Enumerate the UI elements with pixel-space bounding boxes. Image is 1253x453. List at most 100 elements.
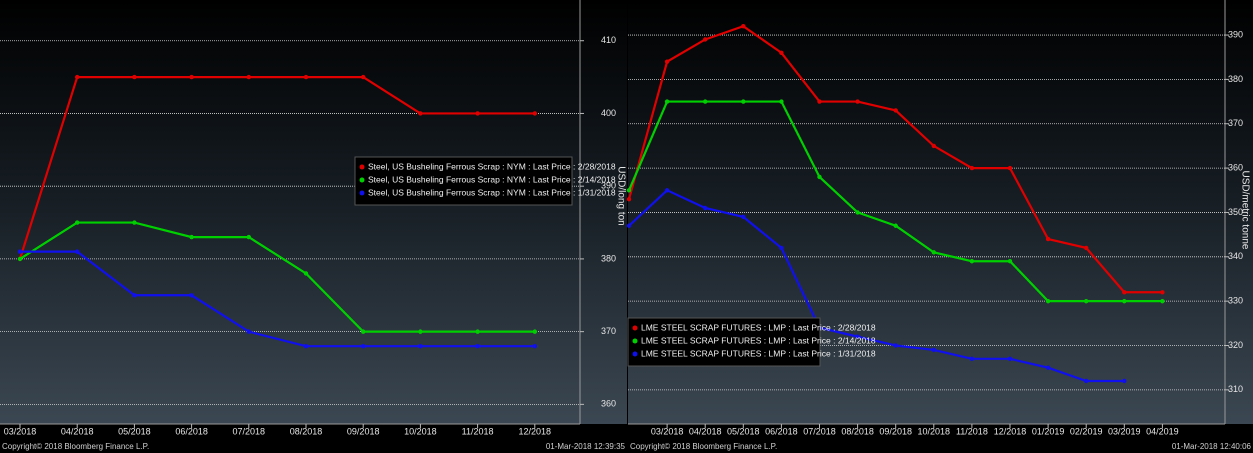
legend-swatch: [632, 325, 638, 331]
series-line: [20, 250, 535, 348]
x-tick-label: 06/2018: [765, 426, 798, 436]
data-point: [17, 249, 23, 254]
data-point: [189, 234, 194, 240]
data-point: [817, 174, 822, 180]
legend-label: Steel, US Busheling Ferrous Scrap : NYM …: [368, 174, 616, 184]
x-tick-label: 06/2018: [175, 426, 208, 436]
x-tick-label: 04/2018: [61, 426, 94, 436]
y-tick-label: 380: [601, 253, 616, 263]
data-point: [1084, 298, 1089, 304]
y-tick-label: 370: [1228, 118, 1243, 128]
x-tick-label: 03/2018: [651, 426, 684, 436]
data-point: [626, 188, 632, 193]
data-point: [893, 223, 898, 228]
legend-label: LME STEEL SCRAP FUTURES : LMP : Last Pri…: [641, 348, 876, 358]
data-point: [931, 250, 936, 255]
y-tick-label: 360: [1228, 162, 1243, 172]
x-tick-label: 03/2019: [1108, 426, 1141, 436]
data-point: [75, 74, 80, 80]
data-point: [361, 74, 366, 80]
data-point: [1007, 259, 1013, 264]
data-point: [969, 165, 975, 171]
data-point: [893, 343, 898, 348]
series-line: [19, 221, 535, 333]
data-point: [1045, 298, 1051, 304]
data-point: [664, 59, 670, 64]
y-tick-label: 380: [1228, 74, 1243, 84]
data-point: [132, 220, 137, 225]
y-axis-label: USD/metric tonne: [1239, 171, 1250, 250]
data-point: [1084, 378, 1089, 384]
data-point: [475, 329, 480, 334]
data-point: [475, 111, 480, 116]
legend-swatch: [359, 190, 365, 196]
data-point: [741, 99, 746, 104]
data-point: [246, 74, 251, 80]
legend-swatch: [632, 338, 638, 344]
y-tick-label: 400: [601, 108, 616, 118]
x-tick-label: 12/2018: [994, 426, 1027, 436]
data-point: [741, 23, 746, 29]
data-point: [969, 259, 975, 264]
y-axis-label: USD/long ton: [615, 166, 626, 225]
legend-label: LME STEEL SCRAP FUTURES : LMP : Last Pri…: [641, 322, 876, 332]
data-point: [703, 205, 708, 211]
legend-box: [354, 156, 573, 206]
x-tick-label: 11/2018: [462, 426, 494, 436]
data-point: [132, 293, 137, 298]
data-point: [418, 343, 423, 349]
x-tick-label: 01/2019: [1032, 426, 1065, 436]
copyright: Copyright© 2018 Bloomberg Finance L.P.: [2, 442, 149, 451]
data-point: [1084, 245, 1089, 251]
x-tick-label: 10/2018: [404, 426, 437, 436]
data-point: [664, 188, 670, 193]
x-tick-label: 04/2018: [689, 426, 722, 436]
legend-box: [627, 317, 821, 367]
data-point: [361, 329, 366, 334]
data-point: [246, 329, 251, 334]
data-point: [17, 256, 23, 262]
x-tick-label: 05/2018: [118, 426, 151, 436]
data-point: [189, 293, 194, 298]
legend-swatch: [359, 177, 365, 183]
series-line: [628, 188, 1125, 383]
data-point: [817, 99, 822, 104]
x-tick-label: 07/2018: [803, 426, 836, 436]
data-point: [532, 329, 537, 334]
data-point: [931, 143, 936, 149]
y-tick-label: 360: [601, 399, 616, 409]
data-point: [1160, 298, 1165, 304]
data-point: [1045, 236, 1051, 242]
y-tick-label: 320: [1228, 340, 1243, 350]
data-point: [303, 74, 309, 80]
data-point: [1160, 290, 1165, 295]
data-point: [361, 343, 366, 349]
legend-label: LME STEEL SCRAP FUTURES : LMP : Last Pri…: [641, 335, 876, 345]
y-tick-label: 340: [1228, 251, 1243, 261]
x-tick-label: 09/2018: [347, 426, 380, 436]
data-point: [418, 329, 423, 334]
x-tick-label: 10/2018: [918, 426, 951, 436]
y-tick-label: 390: [601, 181, 616, 191]
data-point: [741, 214, 746, 220]
data-point: [779, 99, 784, 104]
x-axis-strip: [0, 424, 627, 453]
legend-swatch: [632, 351, 638, 357]
y-tick-label: 330: [1228, 296, 1243, 306]
data-point: [703, 99, 708, 104]
series-line: [18, 75, 535, 260]
y-tick-label: 410: [601, 35, 616, 45]
x-tick-label: 05/2018: [727, 426, 760, 436]
y-tick-label: 350: [1228, 207, 1243, 217]
data-point: [779, 50, 784, 55]
data-point: [626, 223, 632, 228]
data-point: [855, 334, 860, 339]
data-point: [246, 234, 251, 240]
copyright: Copyright© 2018 Bloomberg Finance L.P.: [630, 442, 777, 451]
data-point: [132, 74, 137, 80]
data-point: [418, 111, 423, 116]
data-point: [703, 37, 708, 42]
data-point: [1122, 298, 1127, 304]
x-tick-label: 03/2018: [4, 426, 37, 436]
